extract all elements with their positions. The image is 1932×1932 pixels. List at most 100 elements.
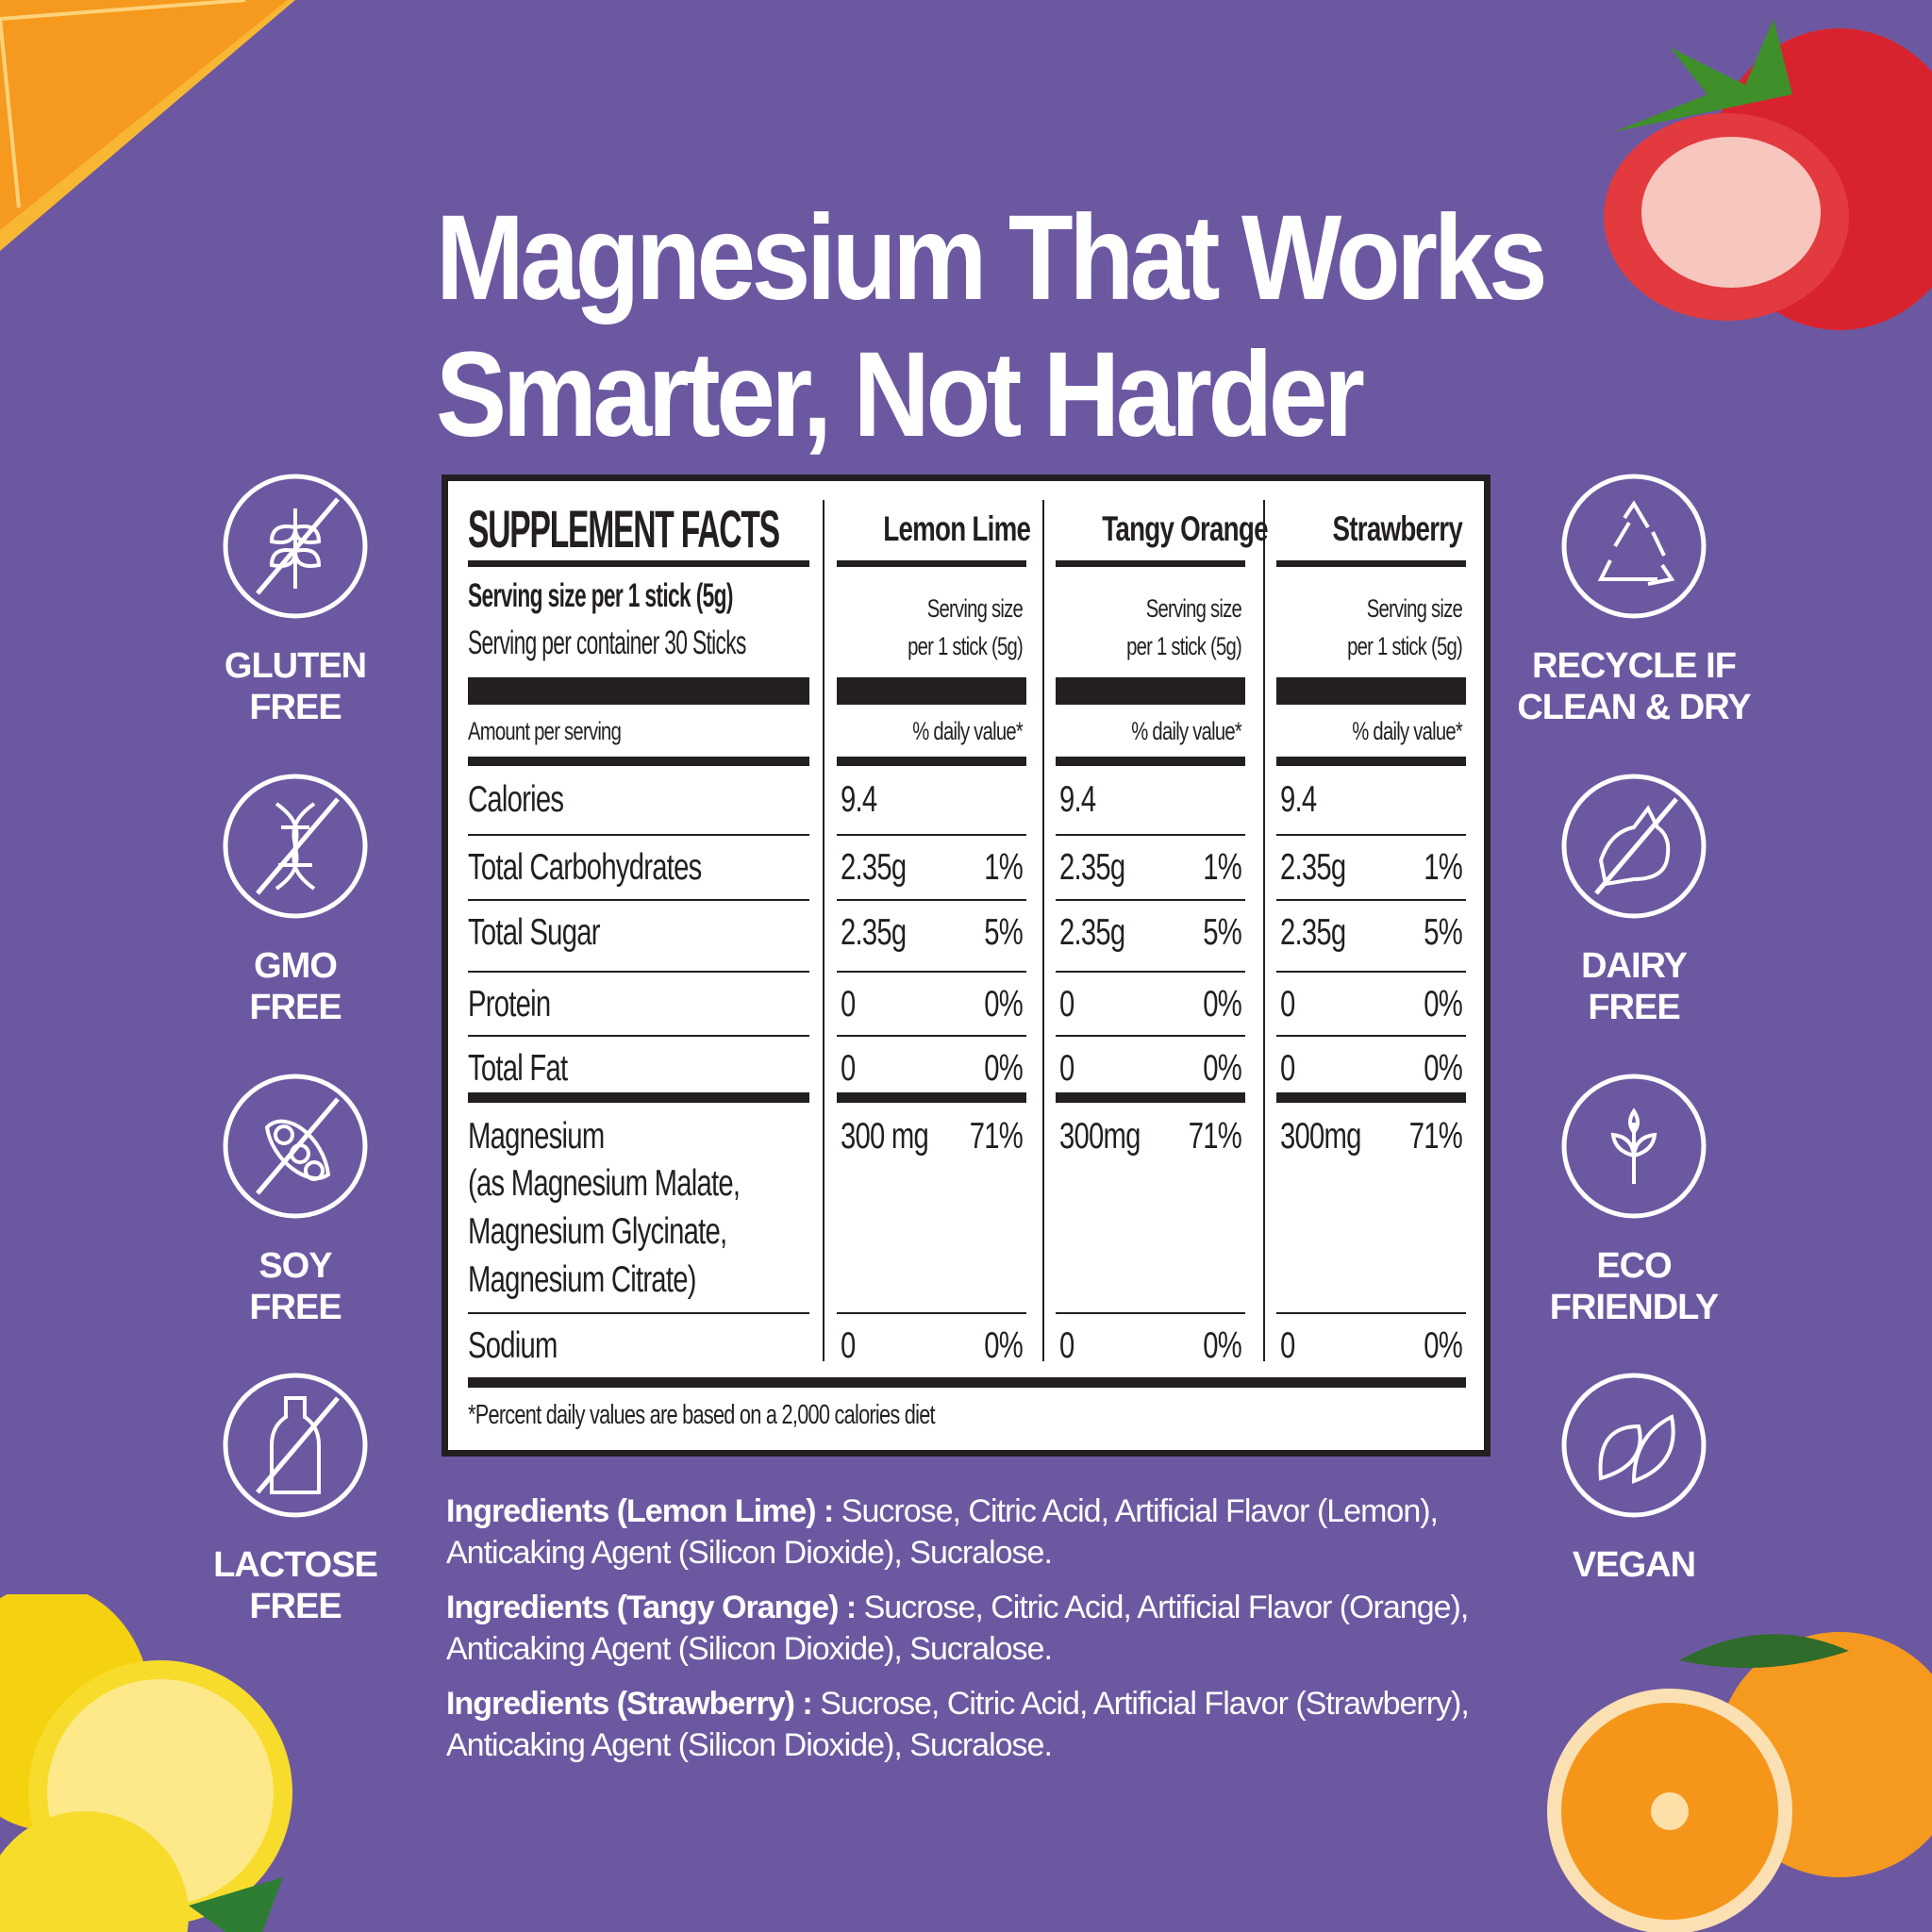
row-divider	[1056, 971, 1245, 973]
divider	[468, 560, 809, 567]
badge-dairy-free: DAIRY FREE	[1483, 771, 1785, 1054]
divider	[837, 560, 1026, 567]
row-divider	[837, 1035, 1026, 1037]
nutrient-amount: 2.35g	[1280, 847, 1346, 888]
serving-size: Serving size per 1 stick (5g)	[468, 577, 733, 614]
ingredients-section: Ingredients (Lemon Lime) : Sucrose, Citr…	[446, 1491, 1503, 1779]
facts-heading: SUPPLEMENT FACTS	[468, 499, 780, 558]
ingredients-paragraph: Ingredients (Strawberry) : Sucrose, Citr…	[446, 1683, 1503, 1766]
daily-value-label: % daily value*	[1352, 717, 1462, 745]
nutrient-daily-value: 71%	[1188, 1116, 1242, 1157]
badge-label-line-1: RECYCLE IF	[1532, 646, 1737, 686]
nutrient-amount: 300 mg	[841, 1116, 929, 1157]
column-serving-size: Serving size	[1366, 594, 1463, 623]
nutrient-daily-value: 0%	[1424, 984, 1463, 1024]
flavor-header: Tangy Orange	[1102, 509, 1268, 548]
nutrient-daily-value: 0%	[1203, 1048, 1242, 1089]
ingredients-label: Ingredients (Tangy Orange) :	[446, 1590, 857, 1625]
nutrient-amount: 300mg	[1280, 1116, 1361, 1157]
nutrient-amount: 0	[1059, 1048, 1074, 1089]
divider-medium	[468, 757, 809, 766]
nutrient-amount: 0	[1280, 984, 1295, 1024]
recycle-icon	[1561, 474, 1707, 619]
divider-medium	[468, 1092, 809, 1103]
nutrient-sublabel: Magnesium Citrate)	[468, 1259, 696, 1300]
badge-label-line-2: FREE	[249, 688, 341, 727]
column-serving-size: Serving size	[1145, 594, 1242, 623]
divider	[1276, 560, 1466, 567]
nutrient-label: Calories	[468, 779, 564, 820]
nutrient-amount: 0	[1280, 1325, 1295, 1366]
badge-label-line-2: FREE	[249, 988, 341, 1027]
badge-label-line-2: FRIENDLY	[1549, 1288, 1720, 1327]
flavor-header: Strawberry	[1332, 509, 1463, 548]
ingredients-text: Sucrose, Citric Acid, Artificial Flavor …	[446, 1686, 1470, 1763]
badge-label-line-1: SOY	[258, 1246, 332, 1286]
nutrient-daily-value: 5%	[1424, 912, 1463, 953]
row-divider	[837, 1312, 1026, 1314]
badge-label-line-1: GLUTEN	[224, 646, 367, 686]
badge-label-line-1: ECO	[1596, 1246, 1672, 1286]
column-serving-size: Serving size	[926, 594, 1024, 623]
nutrient-amount: 0	[1059, 984, 1074, 1024]
column-serving-size-detail: per 1 stick (5g)	[1347, 632, 1463, 660]
row-divider	[1276, 834, 1466, 836]
badge-label-line-1: LACTOSE	[213, 1545, 378, 1585]
nutrient-sublabel: (as Magnesium Malate,	[468, 1163, 741, 1204]
row-divider	[1276, 899, 1466, 901]
row-divider	[837, 899, 1026, 901]
row-divider	[468, 1312, 809, 1314]
row-divider	[1276, 1312, 1466, 1314]
row-divider	[1056, 1035, 1245, 1037]
badge-label-line-2: FREE	[1588, 988, 1680, 1027]
column-divider	[1263, 500, 1265, 1361]
column-divider	[823, 500, 824, 1361]
divider-medium	[1276, 1092, 1466, 1103]
row-divider	[468, 1035, 809, 1037]
ingredients-text: Sucrose, Citric Acid, Artificial Flavor …	[446, 1590, 1469, 1667]
nutrient-amount: 2.35g	[1280, 912, 1346, 953]
badge-label-line-2: FREE	[249, 1587, 341, 1626]
nutrient-daily-value: 1%	[984, 847, 1024, 888]
supplement-facts-panel	[441, 475, 1491, 1457]
nutrient-daily-value: 0%	[1203, 1325, 1242, 1366]
nutrient-amount: 0	[841, 1048, 856, 1089]
divider-thick	[1276, 677, 1466, 705]
row-divider	[1056, 899, 1245, 901]
footnote: *Percent daily values are based on a 2,0…	[468, 1400, 936, 1430]
nutrient-daily-value: 1%	[1424, 847, 1463, 888]
ingredients-paragraph: Ingredients (Lemon Lime) : Sucrose, Citr…	[446, 1491, 1503, 1574]
row-divider	[837, 834, 1026, 836]
vegan-leaf-icon	[1561, 1373, 1707, 1518]
lactose-free-icon	[223, 1373, 368, 1518]
servings-per-container: Serving per container 30 Sticks	[468, 625, 746, 661]
ingredients-label: Ingredients (Strawberry) :	[446, 1686, 813, 1722]
daily-value-label: % daily value*	[912, 717, 1023, 745]
amount-per-serving-label: Amount per serving	[468, 717, 622, 745]
nutrient-daily-value: 0%	[984, 1325, 1024, 1366]
nutrient-label: Total Sugar	[468, 912, 600, 953]
row-divider	[1276, 971, 1466, 973]
nutrient-amount: 9.4	[1059, 779, 1096, 820]
flavor-header: Lemon Lime	[883, 509, 1031, 548]
row-divider	[837, 971, 1026, 973]
nutrient-amount: 2.35g	[1059, 847, 1125, 888]
badge-recycle: RECYCLE IF CLEAN & DRY	[1483, 471, 1785, 754]
badge-gluten-free: GLUTEN FREE	[144, 471, 446, 754]
badge-label-line-1: DAIRY	[1581, 946, 1688, 986]
headline-line-1: Magnesium That Works	[436, 191, 1548, 325]
nutrient-amount: 0	[1280, 1048, 1295, 1089]
badge-lactose-free: LACTOSE FREE	[144, 1370, 446, 1653]
ingredients-text: Sucrose, Citric Acid, Artificial Flavor …	[446, 1493, 1439, 1571]
nutrient-daily-value: 0%	[984, 984, 1024, 1024]
column-divider	[1042, 500, 1044, 1361]
badge-label-line-2: FREE	[249, 1288, 341, 1327]
headline-line-2: Smarter, Not Harder	[436, 327, 1365, 462]
divider-medium	[837, 1092, 1026, 1103]
strawberry-image	[1604, 19, 1932, 330]
nutrient-daily-value: 71%	[1408, 1116, 1463, 1157]
nutrient-label: Sodium	[468, 1325, 558, 1366]
row-divider	[1276, 1035, 1466, 1037]
eco-friendly-icon	[1561, 1074, 1707, 1219]
